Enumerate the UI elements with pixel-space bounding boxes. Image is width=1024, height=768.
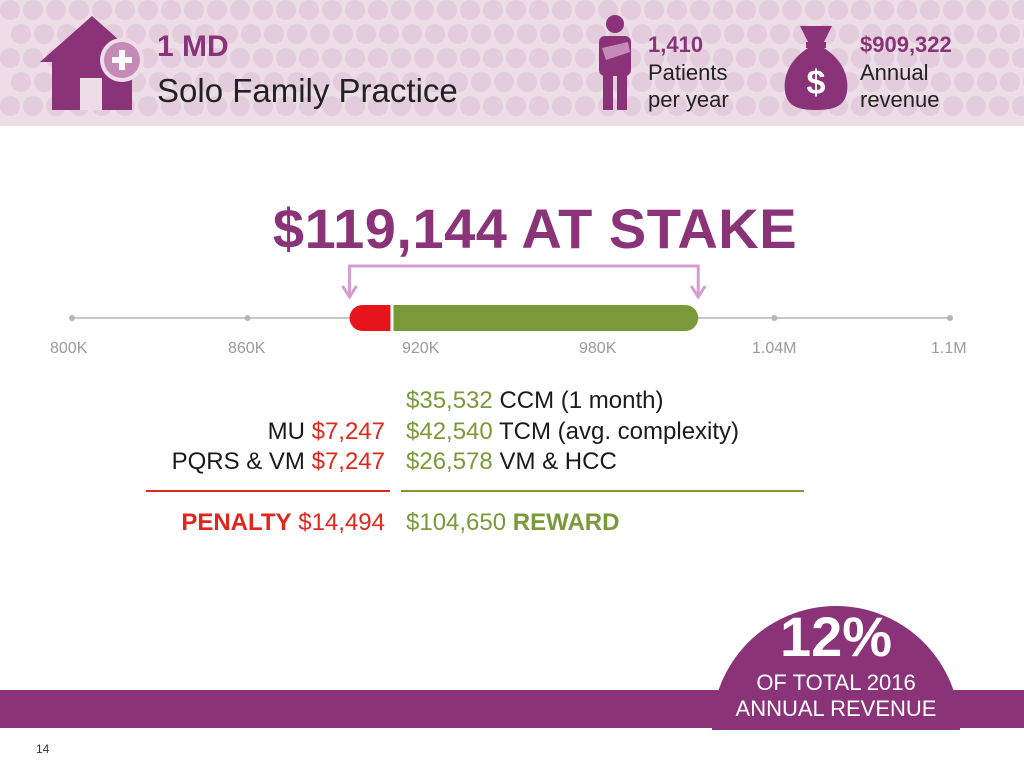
percent-badge-bg (712, 606, 960, 730)
bracket-arrow (341, 285, 358, 300)
bracket-line (348, 264, 700, 295)
tick-label: 800K (50, 340, 88, 357)
penalty-total: PENALTY $14,494 (100, 509, 385, 537)
tick-label: 1.04M (752, 340, 797, 357)
revenue-label: revenue (860, 87, 940, 112)
bar-separator (390, 304, 394, 332)
reward-total-value: $104,650 (406, 509, 507, 536)
tick-dot (69, 315, 75, 321)
reward-row-value: $26,578 (406, 448, 493, 475)
percent-label: OF TOTAL 2016 (756, 670, 916, 695)
scale-chart (69, 264, 953, 332)
reward-row-label: VM & HCC (499, 448, 617, 475)
tick-dot (947, 315, 953, 321)
reward-total: $104,650 REWARD (406, 509, 619, 537)
money-bag-icon: $ (784, 26, 848, 110)
reward-row: $26,578 VM & HCC (406, 448, 617, 476)
reward-row-label: TCM (avg. complexity) (499, 418, 740, 445)
tick-label: 1.1M (931, 340, 967, 357)
reward-row-label: CCM (1 month) (499, 387, 664, 414)
reward-total-label: REWARD (512, 509, 620, 536)
patients-label: Patients (648, 60, 728, 85)
svg-text:$: $ (807, 64, 826, 102)
penalty-row-value: $7,247 (311, 418, 385, 445)
reward-divider (401, 490, 804, 492)
bracket-arrow (689, 285, 707, 300)
penalty-total-value: $14,494 (298, 509, 385, 536)
tick-dot (771, 315, 778, 321)
practice-name: Solo Family Practice (157, 72, 458, 109)
penalty-total-label: PENALTY (181, 509, 292, 536)
penalty-row: PQRS & VM $7,247 (100, 448, 385, 476)
patients-label: per year (648, 87, 729, 112)
tick-label: 980K (579, 340, 617, 357)
revenue-label: Annual (860, 60, 929, 85)
penalty-row-label: MU (267, 418, 305, 445)
house-plus-icon (40, 16, 144, 110)
tick-dot (244, 315, 251, 321)
penalty-divider (146, 490, 390, 492)
percent-value: 12% (779, 605, 893, 668)
percent-label: ANNUAL REVENUE (735, 696, 937, 721)
penalty-row-value: $7,247 (311, 448, 385, 475)
reward-row-value: $35,532 (406, 387, 493, 414)
reward-row-value: $42,540 (406, 418, 493, 445)
penalty-row: MU $7,247 (100, 418, 385, 446)
revenue-value: $909,322 (860, 32, 952, 57)
page-number: 14 (36, 742, 50, 756)
tick-label: 920K (402, 340, 440, 357)
stake-bracket (341, 264, 707, 300)
reward-row: $35,532 CCM (1 month) (406, 387, 663, 415)
penalty-row-label: PQRS & VM (171, 448, 305, 475)
practice-count: 1 MD (157, 30, 229, 63)
reward-row: $42,540 TCM (avg. complexity) (406, 418, 739, 446)
penalty-bar (349, 305, 392, 331)
tick-label: 860K (228, 340, 266, 357)
headline: $119,144 AT STAKE (272, 197, 798, 260)
patient-icon (599, 15, 631, 110)
dot-pattern (0, 0, 1024, 116)
patients-value: 1,410 (648, 32, 704, 57)
reward-bar (391, 305, 699, 331)
header-band (0, 0, 1024, 126)
